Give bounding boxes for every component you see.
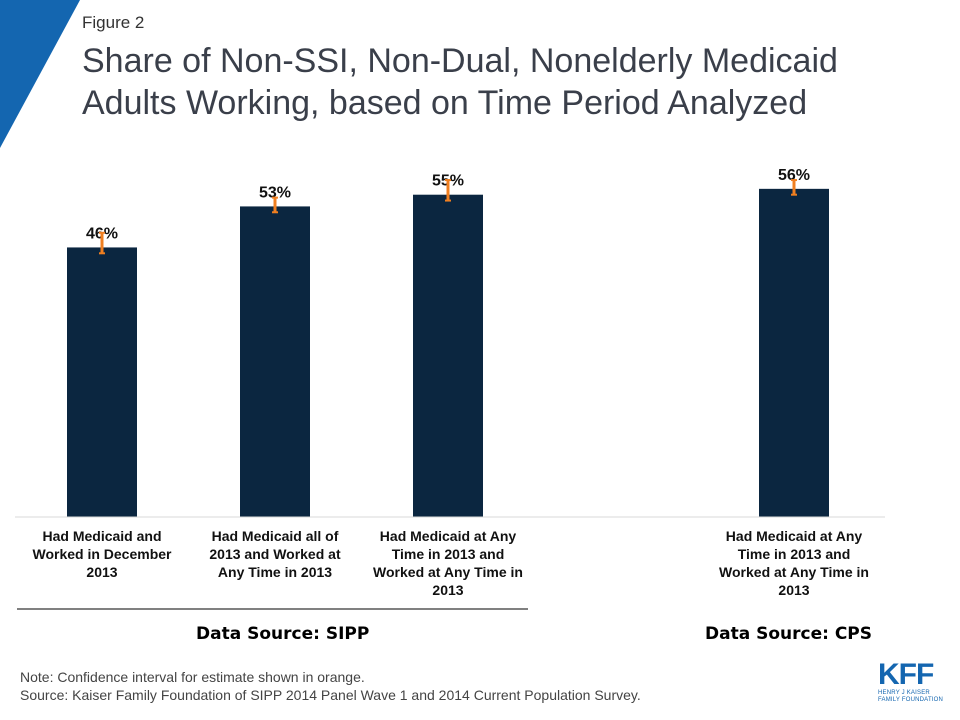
bar-4 [759, 188, 829, 517]
logo-subtitle: HENRY J KAISER FAMILY FOUNDATION [878, 690, 948, 704]
figure-label: Figure 2 [82, 13, 145, 32]
category-label-2: Had Medicaid all of 2013 and Worked at Any… [209, 528, 341, 580]
value-label-2: 53% [259, 184, 291, 201]
footnote: Note: Confidence interval for estimate s… [20, 668, 641, 704]
kff-logo: KFF HENRY J KAISER FAMILY FOUNDATION [878, 660, 948, 708]
category-label-3: Had Medicaid at Any Time in 2013 and Worke… [373, 528, 523, 598]
bar-1 [67, 247, 137, 517]
corner-accent-triangle [0, 0, 80, 148]
category-label-1: Had Medicaid and Worked in December 2013 [32, 528, 172, 580]
group-label-cps: Data Source: CPS [705, 624, 873, 644]
bar-2 [240, 206, 310, 518]
logo-mark: KFF [878, 658, 934, 691]
error-bar-3 [445, 179, 451, 202]
error-bar-4 [791, 179, 797, 196]
value-label-4: 56% [778, 167, 810, 184]
category-label-4: Had Medicaid at Any Time in 2013 and Worke… [719, 528, 869, 598]
logo-line-2: FAMILY FOUNDATION [878, 697, 944, 703]
logo-line-1: HENRY J KAISER [878, 690, 930, 696]
group-label-sipp: Data Source: SIPP [196, 624, 370, 644]
chart-title: Share of Non-SSI, Non-Dual, Nonelderly M… [82, 42, 838, 122]
note-text: Note: Confidence interval for estimate s… [20, 669, 365, 685]
source-text: Source: Kaiser Family Foundation of SIPP… [20, 687, 641, 703]
error-bar-1 [99, 231, 105, 255]
bar-3 [413, 194, 483, 517]
error-bar-2 [272, 196, 278, 214]
